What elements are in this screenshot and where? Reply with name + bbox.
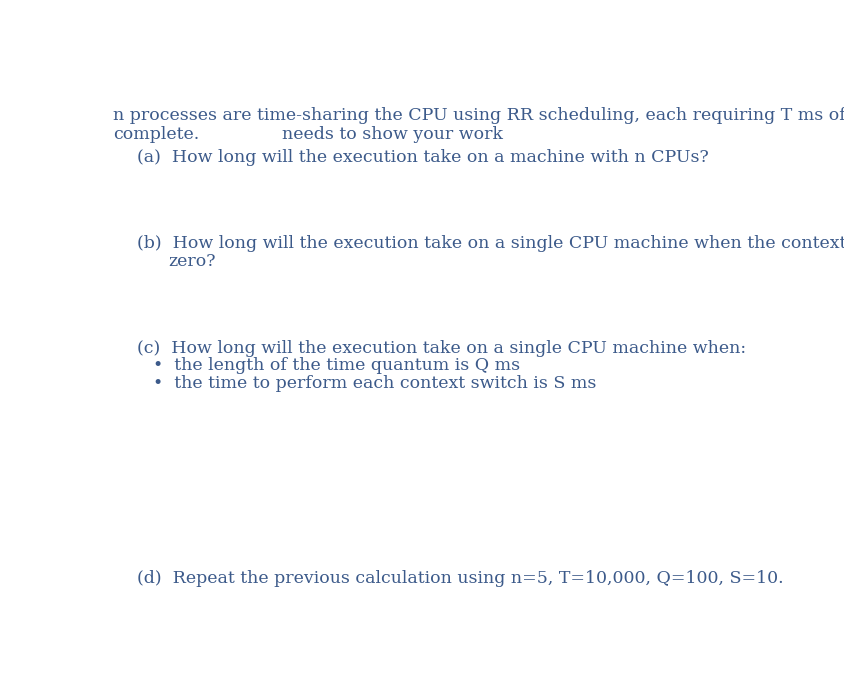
Text: (d)  Repeat the previous calculation using n=5, T=10,000, Q=100, S=10.: (d) Repeat the previous calculation usin… xyxy=(137,570,782,588)
Text: (a)  How long will the execution take on a machine with n CPUs?: (a) How long will the execution take on … xyxy=(137,149,708,166)
Text: (b)  How long will the execution take on a single CPU machine when the context s: (b) How long will the execution take on … xyxy=(137,235,844,252)
Text: zero?: zero? xyxy=(168,253,215,270)
Text: n processes are time-sharing the CPU using RR scheduling, each requiring T ms of: n processes are time-sharing the CPU usi… xyxy=(113,107,844,124)
Text: •  the time to perform each context switch is S ms: • the time to perform each context switc… xyxy=(153,374,596,392)
Text: complete.: complete. xyxy=(113,125,199,142)
Text: (c)  How long will the execution take on a single CPU machine when:: (c) How long will the execution take on … xyxy=(137,340,745,357)
Text: •  the length of the time quantum is Q ms: • the length of the time quantum is Q ms xyxy=(153,358,519,374)
Text: needs to show your work: needs to show your work xyxy=(282,125,503,142)
